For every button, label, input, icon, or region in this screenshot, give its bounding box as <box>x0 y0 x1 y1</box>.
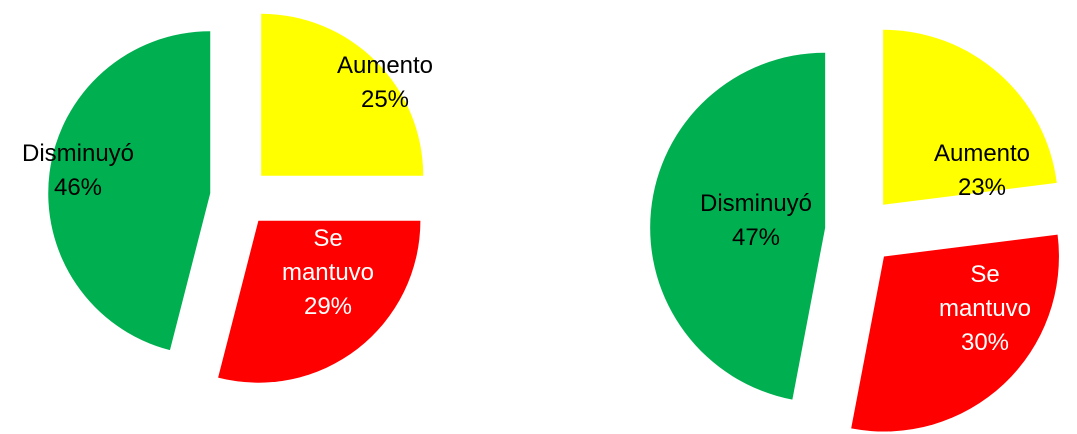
pie-slice-label: Se mantuvo 29% <box>282 225 374 320</box>
pie-slice-label: Disminuyó 46% <box>22 140 134 201</box>
pie-slice-label: Se mantuvo 30% <box>939 261 1031 356</box>
pie-slice-label: Aumento 25% <box>337 52 433 113</box>
pie-slice-aumento <box>883 29 1057 205</box>
pie-slice-aumento <box>261 13 424 176</box>
pie-slice-se-mantuvo <box>218 220 421 383</box>
pie-chart-2: Aumento 23% Se mantuvo 30% Disminuyó 47% <box>650 29 1059 432</box>
pie-slice-disminuyó <box>650 52 826 400</box>
pie-slice-se-mantuvo <box>851 234 1059 432</box>
pie-slice-label: Aumento 23% <box>934 140 1030 201</box>
pie-slice-disminuyó <box>48 31 211 351</box>
pie-chart-1: Aumento 25% Se mantuvo 29% Disminuyó 46% <box>22 13 433 383</box>
pie-slice-label: Disminuyó 47% <box>700 190 812 251</box>
